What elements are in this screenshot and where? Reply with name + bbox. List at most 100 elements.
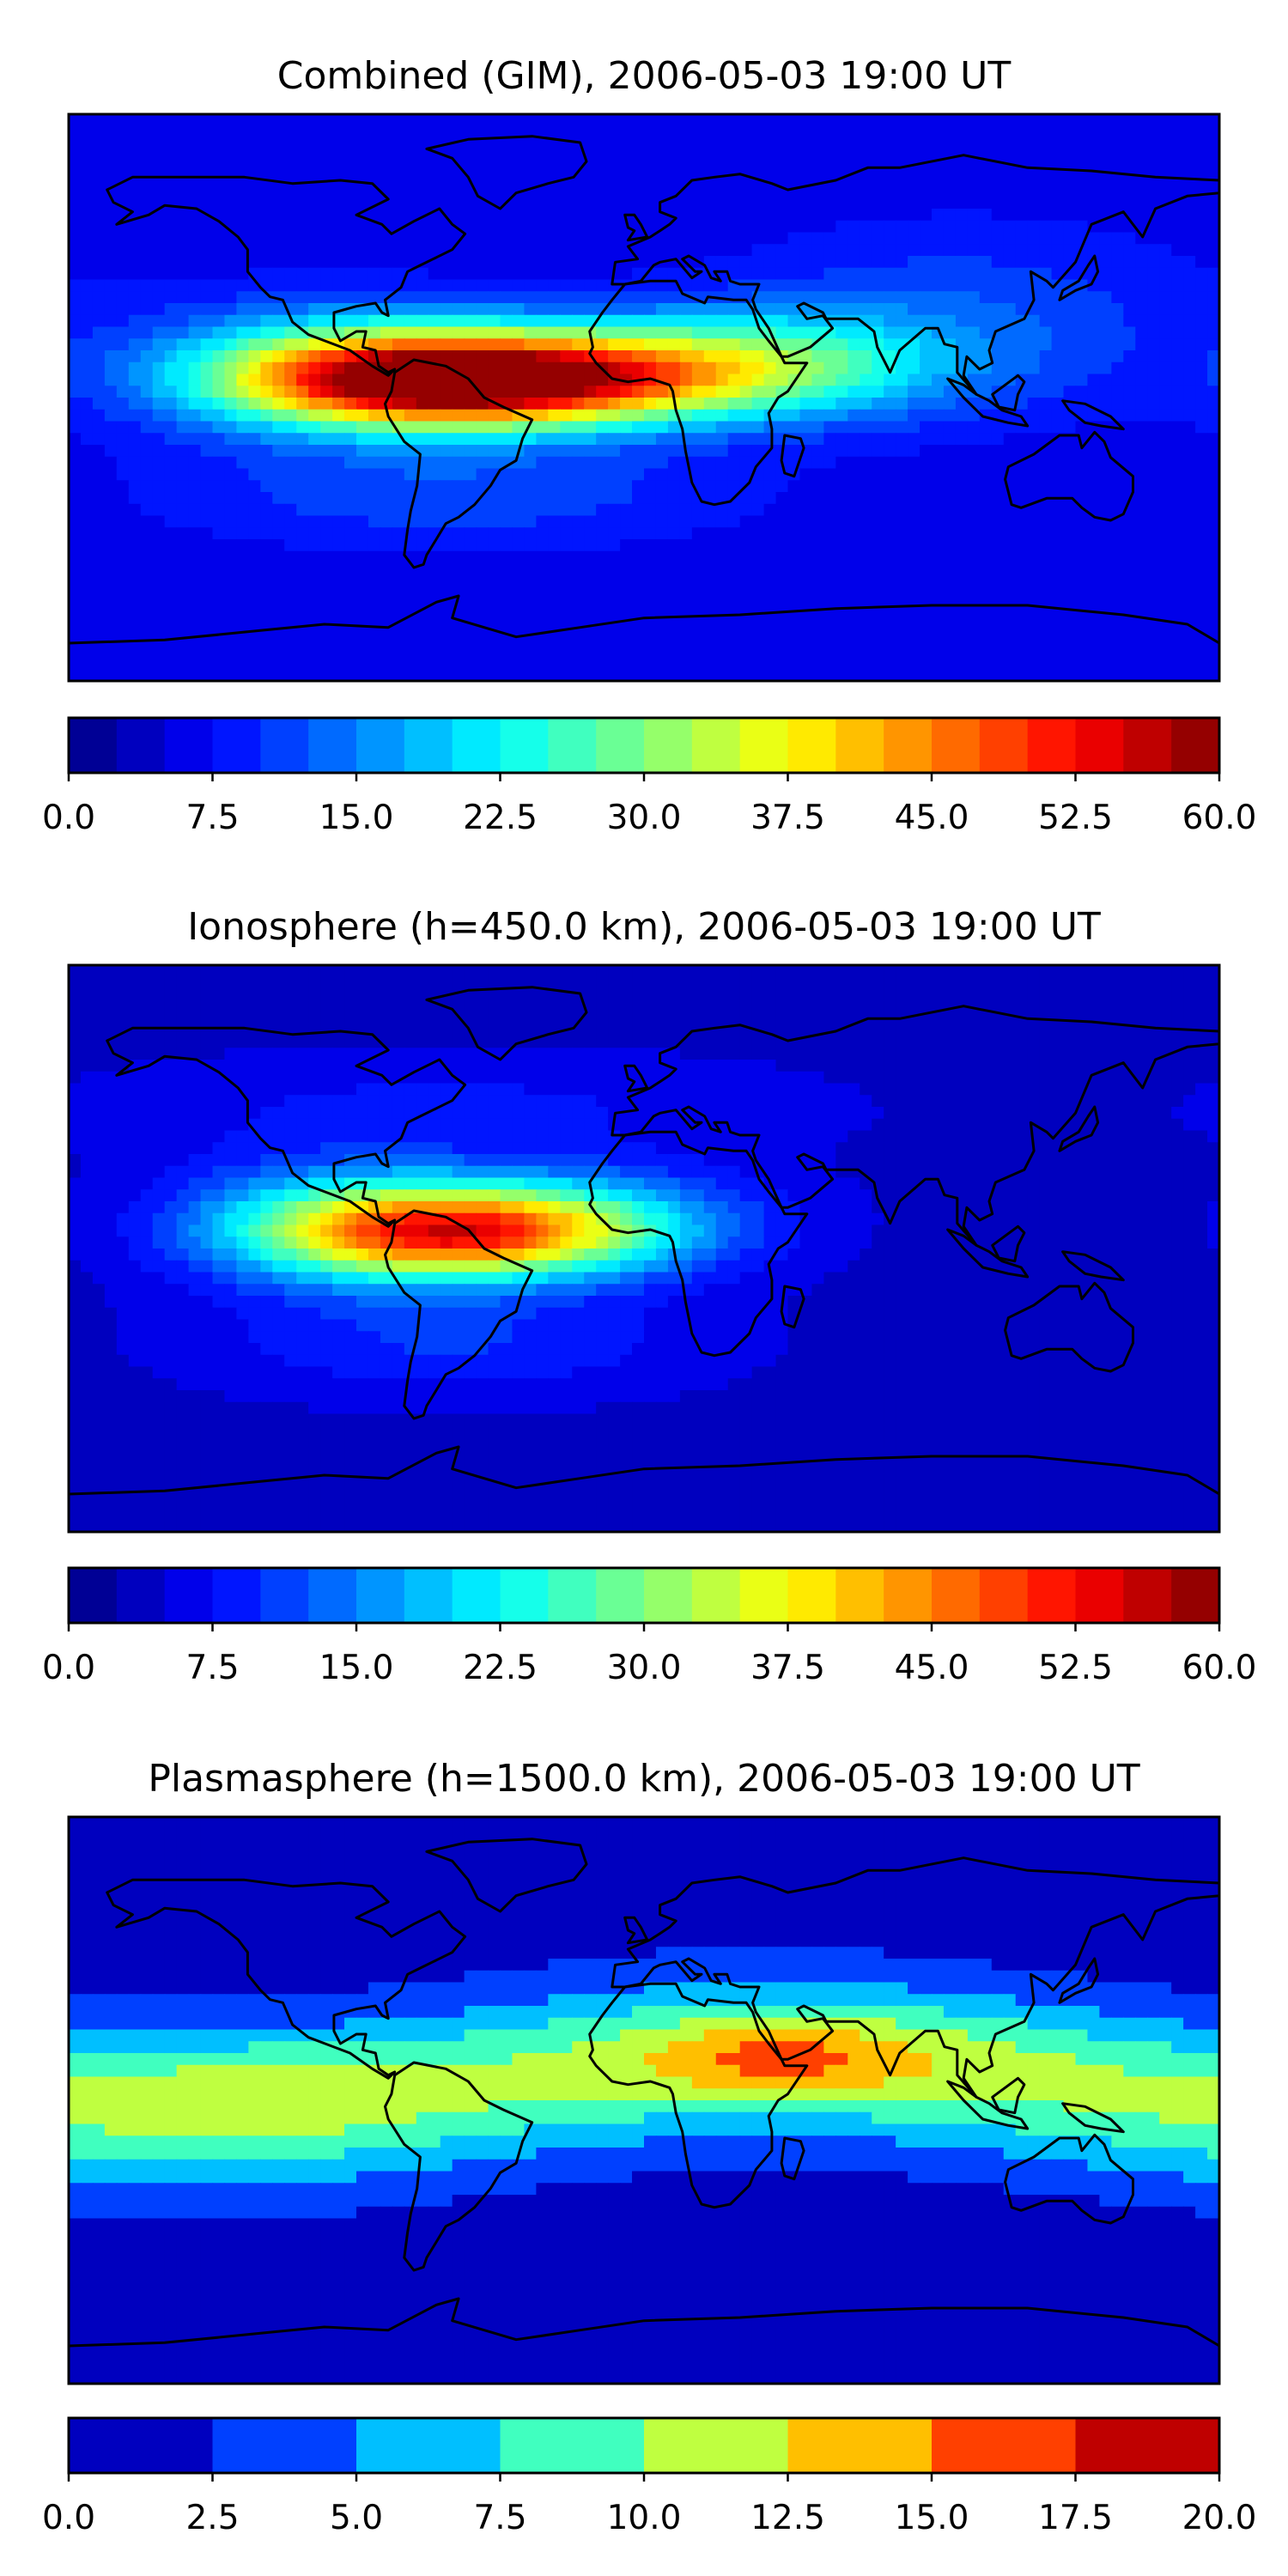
field-cell (512, 398, 526, 410)
field-cell (392, 550, 405, 564)
field-cell (200, 149, 214, 162)
field-cell (284, 669, 297, 681)
field-cell (763, 480, 777, 493)
field-cell (835, 350, 848, 363)
field-cell (188, 550, 202, 564)
field-cell (896, 244, 908, 257)
field-cell (260, 267, 273, 281)
field-cell (884, 125, 896, 139)
field-cell (69, 527, 82, 540)
field-cell (536, 480, 549, 493)
field-cell (188, 409, 202, 422)
field-cell (691, 361, 705, 375)
field-cell (1147, 988, 1160, 1001)
field-cell (679, 503, 693, 517)
field-cell (632, 445, 645, 458)
field-cell (536, 976, 549, 990)
field-cell (1147, 350, 1160, 363)
field-cell (620, 622, 633, 635)
field-cell (500, 586, 513, 599)
field-cell (476, 965, 489, 978)
field-cell (991, 965, 1005, 978)
field-cell (823, 361, 836, 375)
field-cell (380, 1000, 393, 1013)
field-cell (152, 421, 166, 434)
field-cell (572, 976, 585, 990)
field-cell (1039, 350, 1053, 363)
field-cell (188, 197, 202, 210)
field-cell (896, 421, 908, 434)
field-cell (908, 220, 920, 234)
field-cell (476, 562, 489, 575)
field-cell (823, 303, 836, 316)
field-cell (835, 114, 848, 127)
field-cell (380, 125, 393, 139)
field-cell (1003, 965, 1017, 978)
field-cell (452, 468, 465, 481)
field-cell (392, 527, 405, 540)
field-cell (932, 574, 945, 587)
field-cell (404, 185, 417, 197)
field-cell (799, 598, 813, 611)
field-cell (1135, 125, 1148, 139)
field-cell (116, 527, 130, 540)
field-cell (823, 279, 836, 292)
field-cell (128, 386, 142, 398)
field-cell (104, 279, 118, 292)
field-layer (69, 114, 1219, 681)
field-cell (632, 149, 645, 162)
field-cell (200, 1000, 214, 1013)
field-cell (799, 492, 813, 505)
field-cell (572, 456, 585, 470)
field-cell (908, 988, 920, 1001)
field-cell (1135, 256, 1148, 269)
field-cell (188, 291, 202, 304)
field-cell (655, 303, 669, 316)
field-cell (967, 645, 981, 659)
field-cell (392, 669, 405, 681)
field-cell (344, 634, 357, 647)
field-cell (1099, 492, 1112, 505)
field-cell (176, 586, 190, 599)
field-cell (464, 527, 477, 540)
field-cell (667, 314, 681, 328)
field-cell (679, 161, 693, 174)
field-cell (991, 480, 1005, 493)
field-cell (955, 137, 969, 150)
field-cell (440, 669, 453, 681)
field-cell (920, 398, 933, 410)
field-cell (452, 421, 465, 434)
field-cell (164, 185, 178, 197)
field-cell (943, 197, 957, 210)
field-cell (464, 645, 477, 659)
field-cell (452, 503, 465, 517)
field-cell (200, 550, 214, 564)
field-cell (92, 125, 106, 139)
field-cell (787, 634, 801, 647)
field-cell (884, 350, 896, 363)
field-cell (332, 256, 345, 269)
field-cell (368, 398, 381, 410)
field-cell (787, 256, 801, 269)
field-cell (332, 445, 345, 458)
field-cell (799, 480, 813, 493)
field-cell (488, 610, 501, 623)
field-cell (1111, 645, 1124, 659)
field-cell (572, 503, 585, 517)
field-cell (1183, 445, 1196, 458)
field-cell (835, 209, 848, 222)
field-cell (1183, 965, 1196, 978)
field-cell (775, 527, 789, 540)
field-cell (979, 622, 993, 635)
field-cell (896, 634, 908, 647)
field-cell (1123, 374, 1136, 386)
field-cell (440, 480, 453, 493)
field-cell (1123, 256, 1136, 269)
field-cell (380, 374, 393, 386)
field-cell (476, 468, 489, 481)
field-cell (296, 492, 309, 505)
field-cell (560, 314, 573, 328)
field-cell (69, 515, 82, 528)
field-cell (188, 149, 202, 162)
field-cell (1087, 291, 1101, 304)
